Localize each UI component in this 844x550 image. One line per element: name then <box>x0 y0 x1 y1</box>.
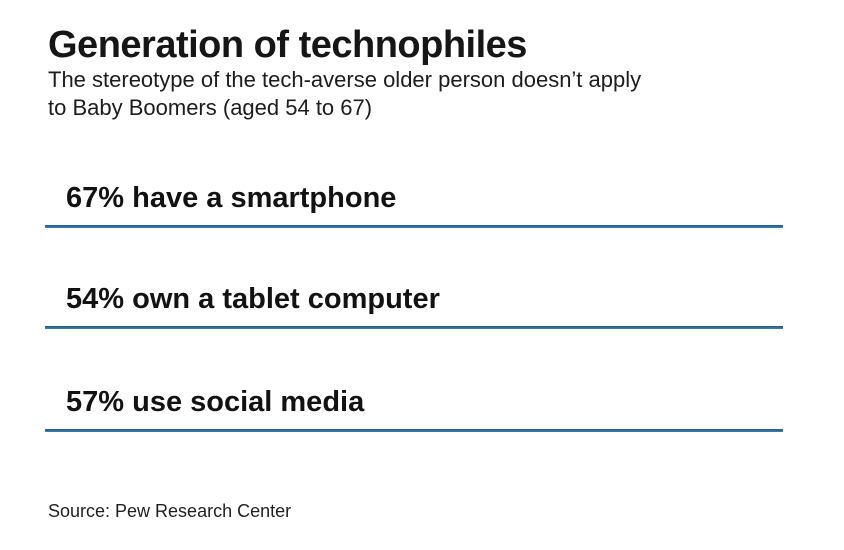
stat-row-smartphone: 67% have a smartphone <box>45 181 783 228</box>
page-subtitle: The stereotype of the tech-averse older … <box>48 66 641 122</box>
source-note: Source: Pew Research Center <box>48 501 292 521</box>
subtitle-line-1: The stereotype of the tech-averse older … <box>48 67 642 92</box>
stat-row-tablet: 54% own a tablet computer <box>45 282 783 329</box>
stat-underline <box>45 225 783 228</box>
stat-label: 57% use social media <box>66 386 365 418</box>
stat-underline <box>45 326 783 329</box>
page-title: Generation of technophiles <box>48 24 527 66</box>
subtitle-line-2: to Baby Boomers (aged 54 to 67) <box>48 95 373 120</box>
stat-row-social-media: 57% use social media <box>45 385 783 432</box>
stat-label: 67% have a smartphone <box>66 182 397 214</box>
stat-label: 54% own a tablet computer <box>66 283 440 315</box>
stat-underline <box>45 429 783 432</box>
